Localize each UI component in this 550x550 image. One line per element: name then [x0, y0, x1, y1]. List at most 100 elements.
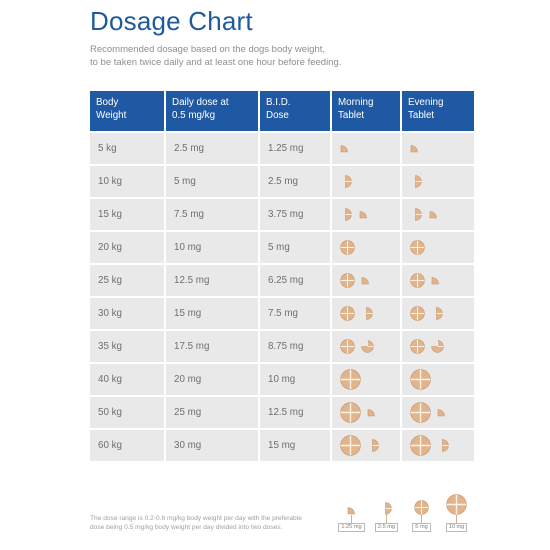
legend-label: 10 mg [445, 523, 468, 532]
morning-tablet-cell [332, 364, 402, 397]
tablet-group [410, 402, 446, 423]
table-row: 30 kg 15 mg 7.5 mg [90, 298, 474, 331]
large-tablet-icon [340, 435, 361, 456]
tablet-group [410, 208, 438, 221]
three-quarter-tablet-icon [361, 340, 374, 353]
daily-dose-cell: 20 mg [166, 364, 260, 397]
three-quarter-tablet-icon [431, 340, 444, 353]
footnote-line: dose being 0.5 mg/kg body weight per day… [90, 524, 283, 531]
weight-cell: 40 kg [90, 364, 166, 397]
half-tablet-icon [431, 307, 444, 320]
daily-dose-cell: 10 mg [166, 232, 260, 265]
evening-tablet-cell [402, 232, 474, 265]
table-row: 50 kg 25 mg 12.5 mg [90, 397, 474, 430]
large-tablet-icon [446, 494, 467, 515]
quarter-tablet-icon [437, 408, 446, 417]
tablet-icon [340, 240, 355, 255]
daily-dose-cell: 5 mg [166, 166, 260, 199]
table-row: 25 kg 12.5 mg 6.25 mg [90, 265, 474, 298]
morning-tablet-cell [332, 265, 402, 298]
tablet-icon [414, 500, 429, 515]
tablet-group [340, 175, 353, 188]
bid-dose-cell: 1.25 mg [260, 133, 332, 166]
half-tablet-icon [380, 502, 393, 515]
weight-cell: 5 kg [90, 133, 166, 166]
tablet-group [410, 306, 444, 321]
table-body: 5 kg 2.5 mg 1.25 mg 10 kg 5 mg 2.5 mg 15 kg 7… [90, 133, 474, 463]
header-daily-dose: Daily dose at 0.5 mg/kg [166, 91, 260, 133]
bid-dose-cell: 12.5 mg [260, 397, 332, 430]
quarter-tablet-icon [367, 408, 376, 417]
bid-dose-cell: 10 mg [260, 364, 332, 397]
table-row: 15 kg 7.5 mg 3.75 mg [90, 199, 474, 232]
bid-dose-cell: 8.75 mg [260, 331, 332, 364]
tablet-group [340, 240, 355, 255]
header-body-weight: Body Weight [90, 91, 166, 133]
weight-cell: 30 kg [90, 298, 166, 331]
legend-label: 1.25 mg [338, 523, 365, 532]
half-tablet-icon [410, 208, 423, 221]
legend-item: 10 mg [443, 494, 470, 532]
page-subtitle: Recommended dosage based on the dogs bod… [90, 44, 390, 69]
tablet-icon [410, 306, 425, 321]
daily-dose-cell: 17.5 mg [166, 331, 260, 364]
large-tablet-icon [340, 369, 361, 390]
half-tablet-icon [340, 208, 353, 221]
tablet-size-legend: 1.25 mg 2.5 mg 5 mg 10 mg [338, 494, 470, 532]
evening-tablet-cell [402, 265, 474, 298]
tablet-icon [410, 339, 425, 354]
tablet-group [340, 435, 380, 456]
bid-dose-cell: 15 mg [260, 430, 332, 463]
evening-tablet-cell [402, 166, 474, 199]
daily-dose-cell: 30 mg [166, 430, 260, 463]
half-tablet-icon [410, 175, 423, 188]
legend-item: 2.5 mg [373, 502, 400, 532]
table-header-row: Body Weight Daily dose at 0.5 mg/kg B.I.D.… [90, 91, 474, 133]
legend-item: 5 mg [408, 500, 435, 532]
quarter-tablet-icon [429, 210, 438, 219]
table-row: 60 kg 30 mg 15 mg [90, 430, 474, 463]
quarter-tablet-icon [340, 144, 349, 153]
quarter-tablet-icon [431, 276, 440, 285]
morning-tablet-cell [332, 331, 402, 364]
morning-tablet-cell [332, 430, 402, 463]
weight-cell: 10 kg [90, 166, 166, 199]
large-tablet-icon [340, 402, 361, 423]
weight-cell: 35 kg [90, 331, 166, 364]
weight-cell: 60 kg [90, 430, 166, 463]
large-tablet-icon [410, 435, 431, 456]
morning-tablet-cell [332, 232, 402, 265]
tablet-group [410, 240, 425, 255]
tablet-icon [340, 339, 355, 354]
daily-dose-cell: 25 mg [166, 397, 260, 430]
daily-dose-cell: 2.5 mg [166, 133, 260, 166]
weight-cell: 15 kg [90, 199, 166, 232]
quarter-tablet-icon [361, 276, 370, 285]
header-bid-dose: B.I.D. Dose [260, 91, 332, 133]
quarter-tablet-icon [410, 144, 419, 153]
table-row: 40 kg 20 mg 10 mg [90, 364, 474, 397]
evening-tablet-cell [402, 364, 474, 397]
table-row: 10 kg 5 mg 2.5 mg [90, 166, 474, 199]
morning-tablet-cell [332, 199, 402, 232]
bid-dose-cell: 2.5 mg [260, 166, 332, 199]
table-row: 5 kg 2.5 mg 1.25 mg [90, 133, 474, 166]
tablet-group [340, 144, 349, 153]
large-tablet-icon [410, 402, 431, 423]
evening-tablet-cell [402, 199, 474, 232]
tablet-group [410, 369, 431, 390]
tablet-group [340, 369, 361, 390]
bid-dose-cell: 7.5 mg [260, 298, 332, 331]
weight-cell: 25 kg [90, 265, 166, 298]
legend-label: 5 mg [412, 523, 431, 532]
large-tablet-icon [410, 369, 431, 390]
bid-dose-cell: 5 mg [260, 232, 332, 265]
tablet-group [410, 435, 450, 456]
evening-tablet-cell [402, 133, 474, 166]
tablet-group [340, 306, 374, 321]
quarter-tablet-icon [347, 506, 356, 515]
legend-label: 2.5 mg [374, 523, 399, 532]
weight-cell: 20 kg [90, 232, 166, 265]
tablet-icon [340, 306, 355, 321]
daily-dose-cell: 7.5 mg [166, 199, 260, 232]
